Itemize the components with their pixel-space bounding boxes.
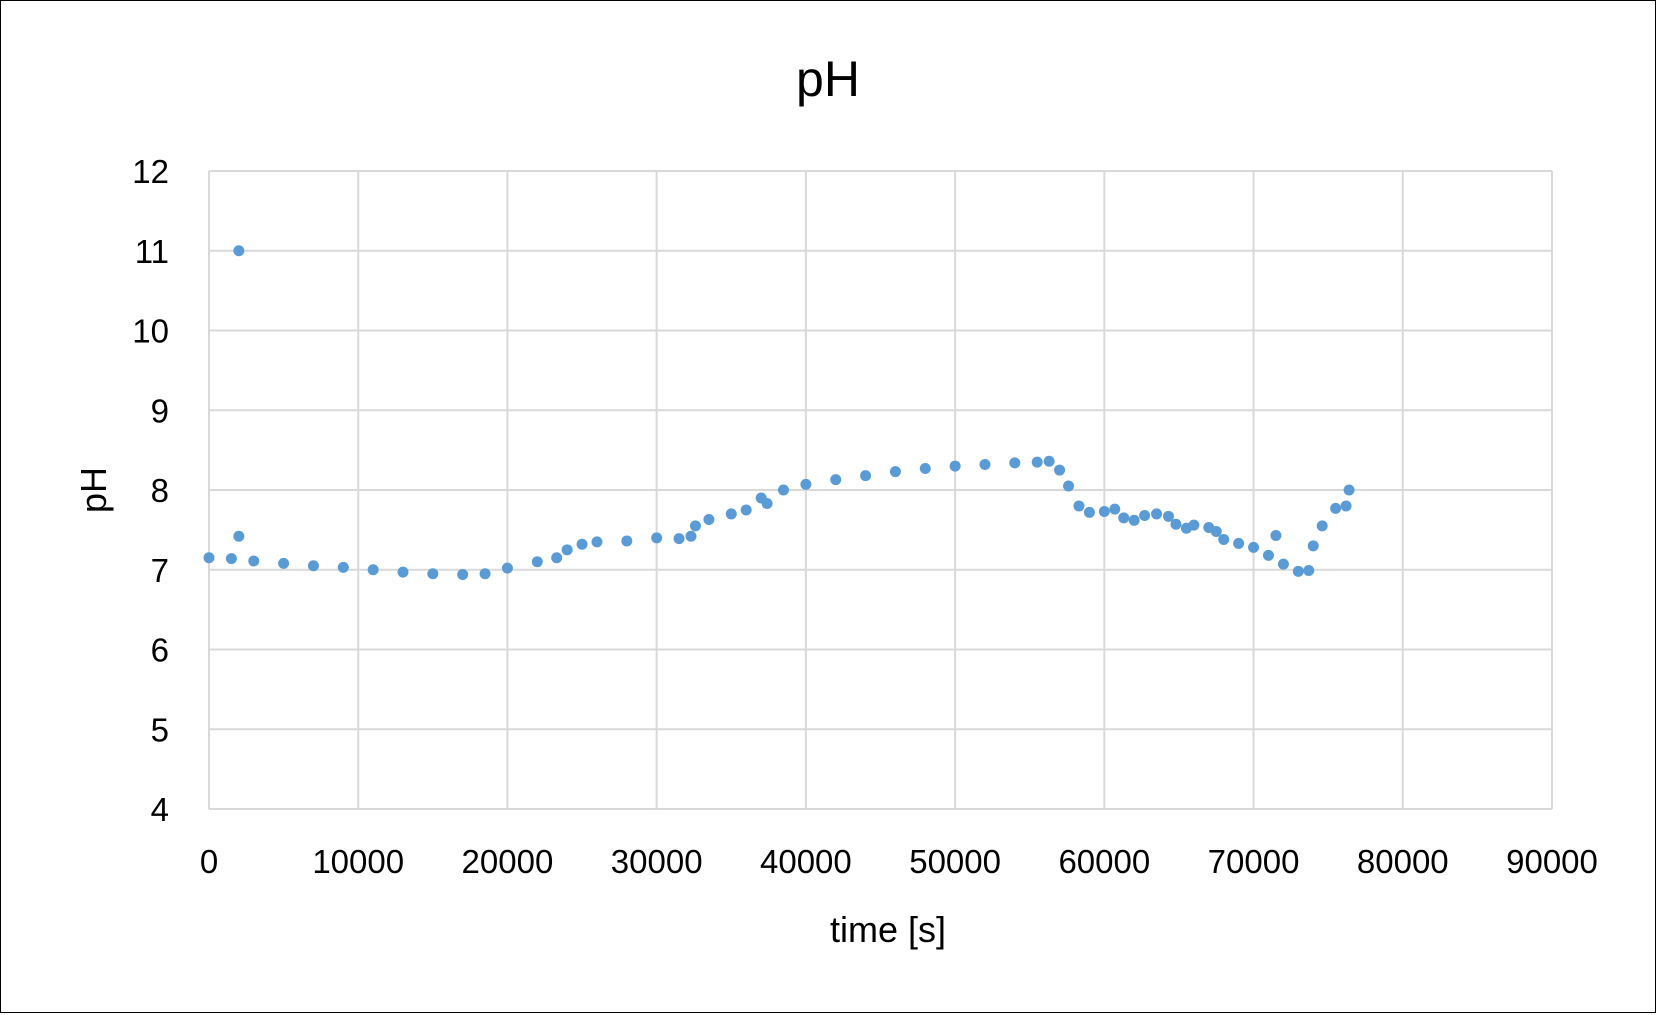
data-point (427, 568, 439, 580)
data-point (778, 484, 790, 496)
y-tick-label: 9 (151, 392, 169, 429)
data-point (1063, 480, 1075, 492)
data-point (1073, 500, 1085, 512)
grid-lines (208, 170, 1553, 810)
data-point (307, 560, 319, 572)
data-point (919, 462, 931, 474)
data-point (1128, 514, 1140, 526)
data-point (621, 535, 633, 547)
data-point (1277, 558, 1289, 570)
data-points (203, 245, 1355, 581)
y-tick-label: 10 (132, 313, 169, 350)
data-point (979, 458, 991, 470)
data-point (479, 568, 491, 580)
data-point (1083, 506, 1095, 518)
data-point (1343, 484, 1355, 496)
y-axis-label: pH (73, 467, 114, 513)
x-axis-label: time [s] (830, 909, 946, 950)
y-tick-labels: 4 5 6 7 8 9 10 11 12 (132, 153, 169, 828)
x-tick-label: 30000 (611, 843, 703, 880)
data-point (1054, 464, 1066, 476)
data-point (889, 466, 901, 478)
data-point (1170, 518, 1182, 530)
data-point (830, 474, 842, 486)
x-tick-label: 40000 (760, 843, 852, 880)
y-tick-label: 6 (151, 632, 169, 669)
x-tick-label: 60000 (1058, 843, 1150, 880)
data-point (1031, 456, 1043, 468)
data-point (337, 561, 349, 573)
data-point (1139, 510, 1151, 522)
data-point (367, 564, 379, 576)
data-point (1218, 533, 1230, 545)
x-tick-label: 20000 (462, 843, 554, 880)
y-tick-label: 8 (151, 472, 169, 509)
y-tick-label: 5 (151, 711, 169, 748)
data-point (1043, 455, 1055, 467)
x-tick-label: 70000 (1208, 843, 1300, 880)
data-point (1340, 500, 1352, 512)
data-point (225, 553, 237, 565)
data-point (203, 552, 215, 564)
data-point (457, 569, 469, 581)
data-point (576, 538, 588, 550)
data-point (1118, 512, 1130, 524)
data-point (561, 544, 573, 556)
data-point (949, 460, 961, 472)
data-point (725, 508, 737, 520)
data-point (685, 530, 697, 542)
data-point (1151, 508, 1163, 520)
data-point (233, 245, 245, 257)
data-point (1188, 519, 1200, 531)
data-point (1270, 529, 1282, 541)
data-point (761, 498, 773, 510)
y-tick-label: 7 (151, 552, 169, 589)
x-tick-label: 80000 (1357, 843, 1449, 880)
y-tick-label: 4 (151, 791, 169, 828)
data-point (689, 520, 701, 532)
data-point (1303, 565, 1315, 577)
data-point (1307, 540, 1319, 552)
data-point (1233, 537, 1245, 549)
data-point (1009, 457, 1021, 469)
data-point (1109, 503, 1121, 515)
data-point (860, 470, 872, 482)
data-point (397, 566, 409, 578)
data-point (1330, 502, 1342, 514)
data-point (1248, 541, 1260, 553)
chart-title: pH (796, 51, 860, 107)
data-point (248, 555, 260, 567)
data-point (233, 530, 245, 542)
data-point (1262, 549, 1274, 561)
data-point (278, 557, 290, 569)
data-point (591, 536, 603, 548)
data-point (531, 556, 543, 568)
data-point (551, 552, 563, 564)
data-point (740, 504, 752, 516)
data-point (1210, 525, 1222, 537)
x-tick-labels: 0 10000 20000 30000 40000 50000 60000 70000 8000… (200, 843, 1598, 880)
data-point (703, 514, 715, 526)
data-point (1098, 506, 1110, 518)
data-point (1162, 510, 1174, 522)
y-tick-label: 11 (135, 233, 169, 270)
data-point (501, 562, 513, 574)
data-point (800, 478, 812, 490)
data-point (1316, 520, 1328, 532)
data-point (673, 533, 685, 545)
x-tick-label: 50000 (909, 843, 1001, 880)
data-point (1292, 565, 1304, 577)
x-tick-label: 10000 (312, 843, 404, 880)
data-point (651, 532, 663, 544)
x-tick-label: 0 (200, 843, 218, 880)
y-tick-label: 12 (132, 153, 169, 190)
x-tick-label: 90000 (1506, 843, 1598, 880)
